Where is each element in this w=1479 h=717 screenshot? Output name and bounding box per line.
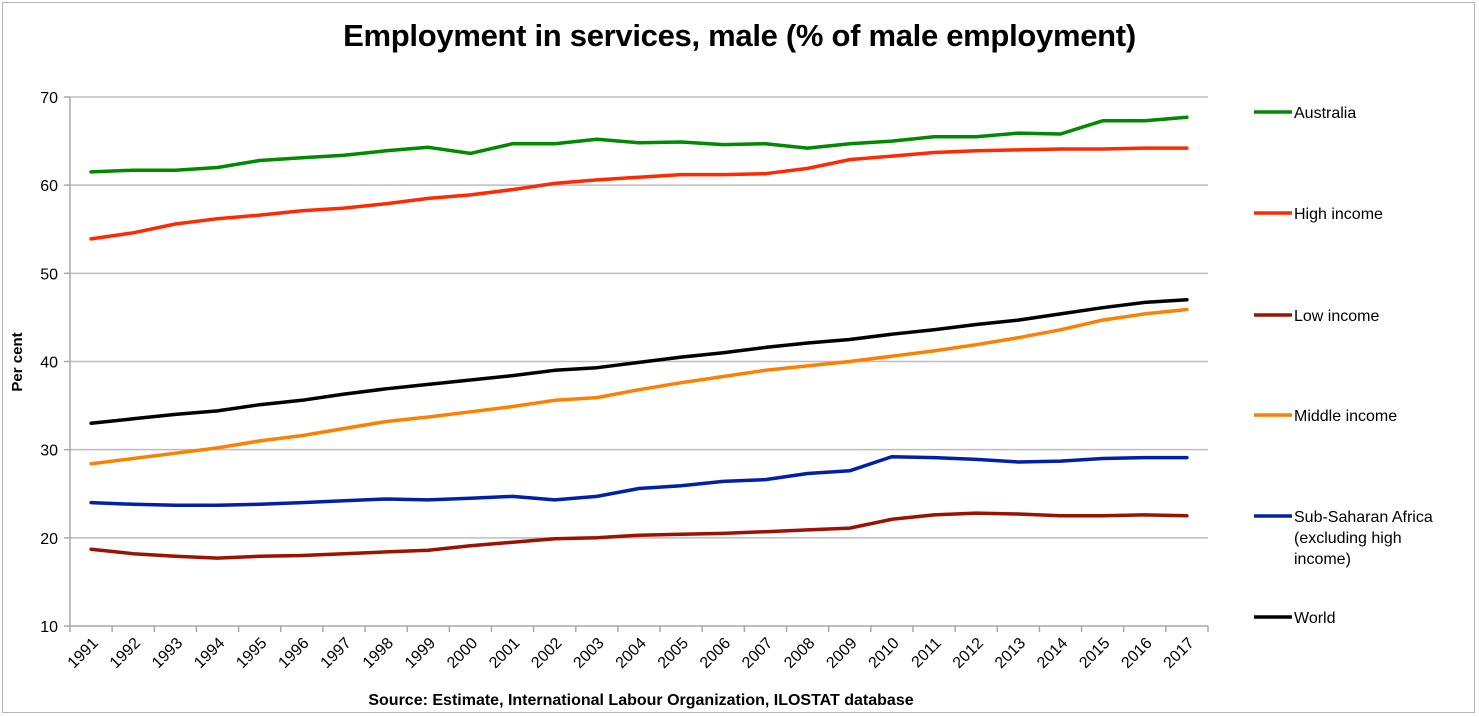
x-tick-label: 2014 <box>1034 635 1071 672</box>
legend-label-sub-saharan-africa-excluding-high-income: (excluding high <box>1294 530 1402 547</box>
x-tick-label: 2007 <box>739 635 776 672</box>
x-tick-label: 2009 <box>823 635 860 672</box>
y-tick-label: 50 <box>40 266 58 283</box>
x-tick-label: 2002 <box>528 635 565 672</box>
x-tick-label: 2000 <box>444 635 481 672</box>
x-tick-label: 1997 <box>318 635 355 672</box>
series-line-australia <box>89 115 1189 174</box>
x-tick-label: 2013 <box>992 635 1029 672</box>
x-tick-label: 1996 <box>275 635 312 672</box>
x-tick-label: 2011 <box>909 635 945 671</box>
x-tick-label: 2015 <box>1076 635 1113 672</box>
y-tick-label: 10 <box>40 619 58 636</box>
x-tick-label: 2016 <box>1118 635 1155 672</box>
series-line-high-income <box>89 146 1189 241</box>
x-tick-label: 1994 <box>191 635 228 672</box>
y-tick-label: 20 <box>40 531 58 548</box>
x-tick-label: 2010 <box>866 635 903 672</box>
x-tick-label: 2017 <box>1161 635 1198 672</box>
series-line-world <box>89 298 1189 425</box>
legend-label-high-income: High income <box>1294 206 1383 223</box>
x-tick-label: 1993 <box>149 635 186 672</box>
x-tick-label: 2005 <box>655 635 692 672</box>
x-tick-label: 1995 <box>233 635 270 672</box>
legend: Australia High income Low income Middle inc… <box>1254 105 1433 627</box>
x-tick-label: 2001 <box>486 635 523 672</box>
x-tick-label: 2004 <box>613 635 650 672</box>
gridlines <box>70 96 1208 539</box>
x-tick-label: 2012 <box>950 635 987 672</box>
y-tick-label: 70 <box>40 90 58 107</box>
chart-title: Employment in services, male (% of male … <box>343 18 1136 53</box>
x-tick-label: 1992 <box>107 635 144 672</box>
y-axis-title: Per cent <box>9 332 26 391</box>
legend-label-sub-saharan-africa-excluding-high-income: income) <box>1294 551 1351 568</box>
x-tick-label: 1998 <box>360 635 397 672</box>
series-lines <box>89 115 1189 560</box>
y-tick-label: 30 <box>40 443 58 460</box>
source-note: Source: Estimate, International Labour O… <box>368 692 914 709</box>
x-tick-label: 1991 <box>65 635 102 672</box>
x-tick-label: 1999 <box>402 635 439 672</box>
x-tick-label: 2006 <box>697 635 734 672</box>
series-line-low-income <box>89 511 1189 560</box>
legend-label-middle-income: Middle income <box>1294 408 1397 425</box>
x-tick-label: 2008 <box>781 635 818 672</box>
y-tick-label: 60 <box>40 178 58 195</box>
legend-label-world: World <box>1294 610 1336 627</box>
legend-label-sub-saharan-africa-excluding-high-income: Sub-Saharan Africa <box>1294 509 1433 526</box>
legend-label-australia: Australia <box>1294 105 1356 122</box>
series-line-middle-income <box>89 307 1189 466</box>
x-tick-label: 2003 <box>570 635 607 672</box>
y-tick-label: 40 <box>40 355 58 372</box>
legend-label-low-income: Low income <box>1294 308 1379 325</box>
series-line-sub-saharan-africa-excluding-high-income <box>89 454 1189 507</box>
